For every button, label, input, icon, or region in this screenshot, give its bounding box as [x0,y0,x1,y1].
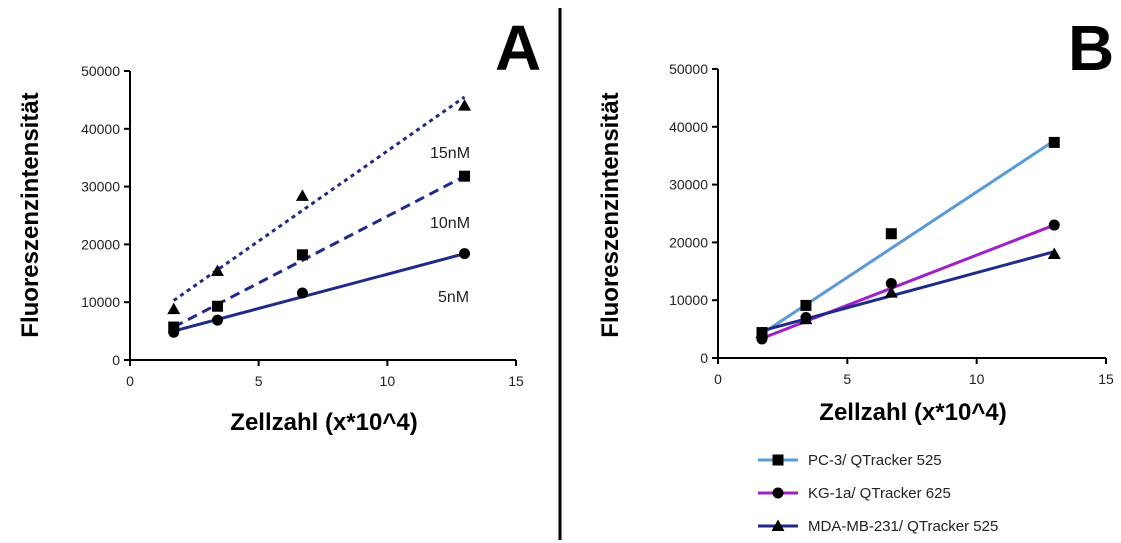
panel-b-data-points [755,136,1061,345]
legend-marker [772,454,784,466]
x-tick-label: 10 [969,371,985,387]
y-tick-label: 30000 [669,177,708,193]
panel-a-data-points [167,99,472,338]
y-tick-label: 50000 [81,63,120,79]
legend-entry-label: KG-1a/ QTracker 625 [808,485,951,502]
y-tick-label: 20000 [81,236,120,252]
data-point [296,287,308,299]
data-point [459,170,471,182]
legend-entry-label: PC-3/ QTracker 525 [808,452,942,469]
y-tick-label: 50000 [669,61,708,77]
data-point [800,299,812,311]
data-point [295,189,309,201]
legend-marker [771,519,785,531]
panel-b-legend: PC-3/ QTracker 525 KG-1a/ QTracker 625 MDA… [758,452,998,535]
series-fit-line [172,95,466,302]
panel-a: A Fluoreszenzintensität Zellzahl (x*10^4… [17,12,541,436]
y-tick-label: 40000 [81,121,120,137]
data-point [885,228,897,240]
panel-a-axes: 0 5 10 15 0 10000 20000 30000 40000 50000 [81,63,524,389]
panel-b: B Fluoreszenzintensität Zellzahl (x*10^4… [597,12,1114,535]
data-point [885,277,897,289]
panel-b-axes: 0 5 10 15 0 10000 20000 30000 40000 50000 [669,61,1114,387]
x-tick-label: 10 [380,373,396,389]
data-point [458,99,472,111]
data-point [211,314,223,326]
legend-entry-label: MDA-MB-231/ QTracker 525 [808,518,998,535]
legend-marker [772,487,784,499]
series-label-15nm: 15nM [430,145,470,162]
data-point [755,326,769,339]
y-tick-label: 0 [112,352,120,368]
data-point [1048,136,1060,148]
panel-a-letter: A [495,12,541,84]
data-point [459,248,471,260]
data-point [167,302,181,315]
data-point [296,249,308,261]
series-label-10nm: 10nM [430,215,470,232]
series-label-5nm: 5nM [438,289,469,306]
data-point [210,264,224,276]
y-tick-label: 10000 [81,294,120,310]
x-tick-label: 5 [255,373,263,389]
x-tick-label: 15 [1098,371,1114,387]
data-point [211,300,223,312]
x-tick-label: 5 [843,371,851,387]
panel-b-x-axis-title: Zellzahl (x*10^4) [819,399,1006,426]
x-tick-label: 0 [126,373,134,389]
data-point [1047,247,1061,259]
panel-a-fit-lines [172,95,466,333]
panel-a-x-axis-title: Zellzahl (x*10^4) [230,409,417,436]
data-point [1048,219,1060,231]
y-tick-label: 30000 [81,179,120,195]
data-point [168,321,180,333]
y-tick-label: 10000 [669,292,708,308]
x-tick-label: 15 [508,373,524,389]
panel-a-y-axis-title: Fluoreszenzintensität [17,92,44,337]
y-tick-label: 20000 [669,234,708,250]
data-point [884,286,898,298]
y-tick-label: 40000 [669,119,708,135]
x-tick-label: 0 [714,371,722,387]
y-tick-label: 0 [700,350,708,366]
panel-b-letter: B [1068,12,1114,84]
panel-a-series-labels: 15nM 10nM 5nM [430,145,470,306]
panel-b-y-axis-title: Fluoreszenzintensität [597,92,624,337]
data-point [799,312,813,325]
